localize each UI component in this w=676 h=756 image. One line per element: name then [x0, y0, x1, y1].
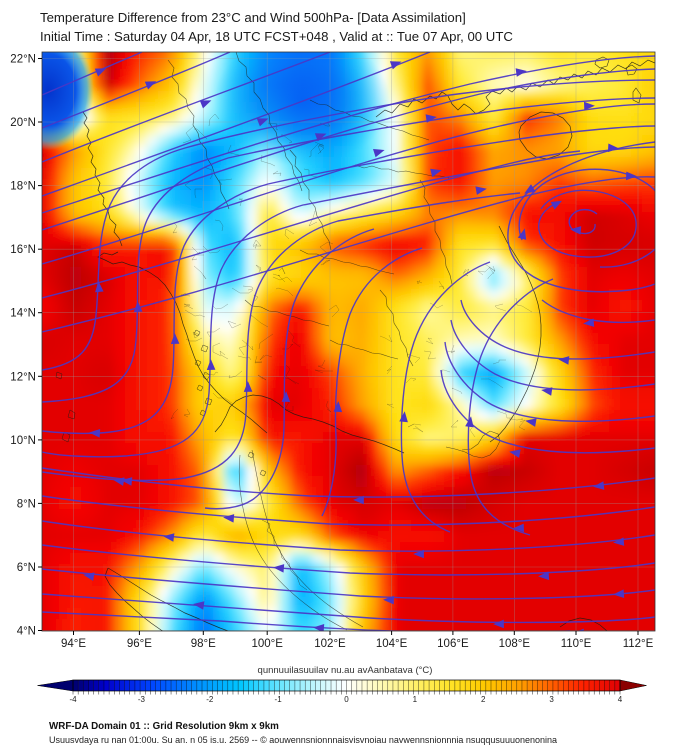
svg-text:qunnuuilasuuilav nu.au avAanba: qunnuuilasuuilav nu.au avAanbatava (°C): [258, 665, 433, 676]
svg-text:98°E: 98°E: [191, 638, 216, 650]
svg-text:4: 4: [618, 695, 623, 704]
svg-text:104°E: 104°E: [376, 638, 408, 650]
svg-text:94°E: 94°E: [61, 638, 86, 650]
svg-text:WRF-DA Domain 01 :: Grid Resol: WRF-DA Domain 01 :: Grid Resolution 9km …: [49, 721, 279, 732]
svg-text:12°N: 12°N: [10, 371, 36, 383]
svg-text:22°N: 22°N: [10, 54, 36, 66]
svg-text:6°N: 6°N: [17, 562, 36, 574]
svg-text:96°E: 96°E: [127, 638, 152, 650]
svg-text:10°N: 10°N: [10, 435, 36, 447]
svg-text:Initial Time : Saturday 04 Apr: Initial Time : Saturday 04 Apr, 18 UTC F…: [40, 29, 513, 44]
svg-text:110°E: 110°E: [561, 638, 592, 650]
svg-text:108°E: 108°E: [499, 638, 531, 650]
svg-text:20°N: 20°N: [10, 117, 36, 129]
svg-text:14°N: 14°N: [10, 308, 36, 320]
svg-text:4°N: 4°N: [17, 626, 36, 638]
svg-text:-1: -1: [275, 695, 283, 704]
svg-text:8°N: 8°N: [17, 498, 36, 510]
svg-text:3: 3: [549, 695, 554, 704]
svg-text:2: 2: [481, 695, 486, 704]
svg-text:Usuusvdaya ru nan 01:00u. Su a: Usuusvdaya ru nan 01:00u. Su an. n 05 is…: [49, 735, 557, 745]
svg-text:100°E: 100°E: [251, 638, 283, 650]
svg-text:1: 1: [413, 695, 418, 704]
svg-text:102°E: 102°E: [314, 638, 346, 650]
svg-text:-2: -2: [206, 695, 214, 704]
svg-text:0: 0: [344, 695, 349, 704]
svg-text:16°N: 16°N: [10, 244, 36, 256]
svg-text:112°E: 112°E: [623, 638, 654, 650]
svg-text:106°E: 106°E: [437, 638, 469, 650]
svg-text:-3: -3: [138, 695, 146, 704]
svg-text:Temperature Difference from 23: Temperature Difference from 23°C and Win…: [40, 10, 466, 25]
svg-text:-4: -4: [69, 695, 77, 704]
svg-text:18°N: 18°N: [10, 181, 36, 193]
